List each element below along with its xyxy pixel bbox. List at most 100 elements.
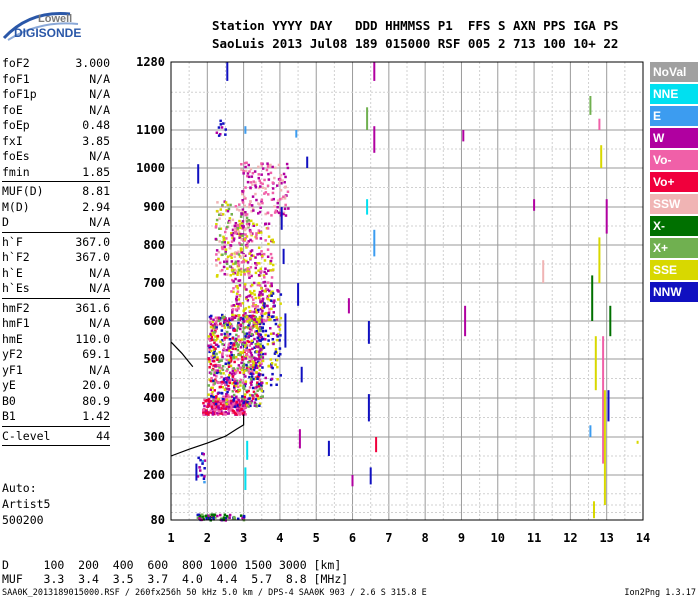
legend-item-w: W bbox=[650, 128, 698, 148]
echo-point bbox=[202, 401, 205, 405]
parameter-row: hmF1 N/A bbox=[2, 316, 110, 332]
echo-point bbox=[242, 172, 245, 175]
echo-point bbox=[244, 355, 248, 358]
echo-point bbox=[252, 209, 255, 212]
echo-point bbox=[221, 352, 224, 355]
echo-point bbox=[221, 313, 224, 317]
x-tick-label: 12 bbox=[563, 531, 577, 545]
echo-point bbox=[230, 268, 234, 272]
echo-point bbox=[211, 324, 214, 327]
echo-point bbox=[245, 346, 248, 350]
echo-point bbox=[220, 333, 223, 336]
echo-point bbox=[230, 304, 234, 308]
echo-point bbox=[227, 334, 230, 338]
echo-point bbox=[255, 385, 258, 389]
echo-point bbox=[226, 330, 229, 334]
echo-streak bbox=[607, 390, 610, 422]
echo-point bbox=[246, 174, 249, 178]
echo-point bbox=[246, 267, 250, 270]
echo-point bbox=[269, 291, 273, 294]
echo-point bbox=[216, 358, 219, 361]
echo-point bbox=[258, 361, 261, 365]
echo-point bbox=[245, 389, 248, 393]
echo-point bbox=[235, 208, 239, 211]
echo-point bbox=[221, 268, 224, 272]
echo-point bbox=[202, 411, 205, 414]
legend-item-sse: SSE bbox=[650, 260, 698, 280]
echo-point bbox=[219, 322, 222, 325]
echo-point bbox=[256, 305, 260, 308]
parameter-row: h`Es N/A bbox=[2, 281, 110, 297]
echo-point bbox=[284, 175, 287, 179]
echo-point bbox=[213, 409, 217, 412]
echo-point bbox=[246, 326, 249, 329]
echo-point bbox=[252, 377, 255, 381]
echo-point bbox=[266, 342, 270, 346]
echo-point bbox=[209, 372, 213, 375]
parameter-label: C-level bbox=[2, 428, 51, 443]
echo-point bbox=[217, 407, 220, 410]
echo-point bbox=[214, 316, 218, 319]
echo-point bbox=[228, 265, 232, 268]
echo-point bbox=[225, 358, 228, 362]
echo-point bbox=[236, 349, 240, 352]
legend-item-vo-: Vo- bbox=[650, 150, 698, 170]
echo-point bbox=[258, 327, 262, 330]
echo-point bbox=[227, 399, 231, 402]
echo-point bbox=[231, 382, 234, 385]
echo-point bbox=[197, 456, 200, 460]
echo-point bbox=[222, 411, 226, 414]
echo-point bbox=[239, 247, 243, 250]
echo-point bbox=[238, 314, 241, 317]
echo-point bbox=[242, 169, 245, 173]
echo-point bbox=[270, 377, 274, 381]
parameter-row: yE 20.0 bbox=[2, 378, 110, 394]
echo-point bbox=[260, 287, 263, 290]
echo-point bbox=[236, 326, 240, 330]
echo-point bbox=[243, 315, 247, 319]
echo-streak bbox=[462, 130, 465, 142]
echo-point bbox=[236, 385, 240, 388]
echo-point bbox=[242, 258, 246, 262]
echo-point bbox=[257, 353, 260, 356]
echo-point bbox=[272, 268, 275, 271]
echo-point bbox=[246, 220, 249, 223]
echo-point bbox=[270, 299, 273, 302]
echo-streak bbox=[591, 275, 594, 321]
echo-point bbox=[221, 407, 224, 410]
echo-point bbox=[257, 345, 261, 349]
echo-point bbox=[252, 180, 255, 183]
echo-point bbox=[231, 378, 235, 381]
echo-point bbox=[238, 371, 242, 374]
echo-streak bbox=[280, 207, 283, 230]
echo-point bbox=[223, 407, 226, 410]
echo-point bbox=[272, 240, 275, 244]
echo-point bbox=[220, 399, 223, 403]
echo-point bbox=[252, 254, 255, 258]
echo-point bbox=[247, 271, 250, 275]
header-row-2: SaoLuis 2013 Jul08 189 015000 RSF 005 2 … bbox=[212, 36, 619, 51]
echo-point bbox=[241, 190, 244, 193]
echo-point bbox=[257, 385, 261, 388]
echo-point bbox=[271, 181, 275, 184]
echo-point bbox=[214, 371, 217, 374]
echo-point bbox=[242, 320, 246, 323]
echo-point bbox=[251, 172, 255, 175]
echo-point bbox=[243, 161, 246, 165]
echo-point bbox=[229, 359, 233, 363]
parameter-value: 1.85 bbox=[82, 164, 110, 179]
echo-point bbox=[271, 366, 274, 370]
logo-swoosh-icon bbox=[2, 12, 79, 41]
echo-point bbox=[235, 295, 239, 298]
echo-point bbox=[267, 365, 270, 368]
echo-point bbox=[265, 168, 269, 172]
x-tick-label: 11 bbox=[527, 531, 541, 545]
echo-point bbox=[254, 364, 258, 367]
echo-point bbox=[258, 355, 261, 358]
echo-point bbox=[242, 398, 246, 402]
echo-point bbox=[223, 272, 226, 276]
echo-point bbox=[257, 342, 260, 345]
echo-point bbox=[262, 252, 266, 256]
echo-point bbox=[234, 382, 237, 385]
echo-point bbox=[258, 339, 261, 342]
